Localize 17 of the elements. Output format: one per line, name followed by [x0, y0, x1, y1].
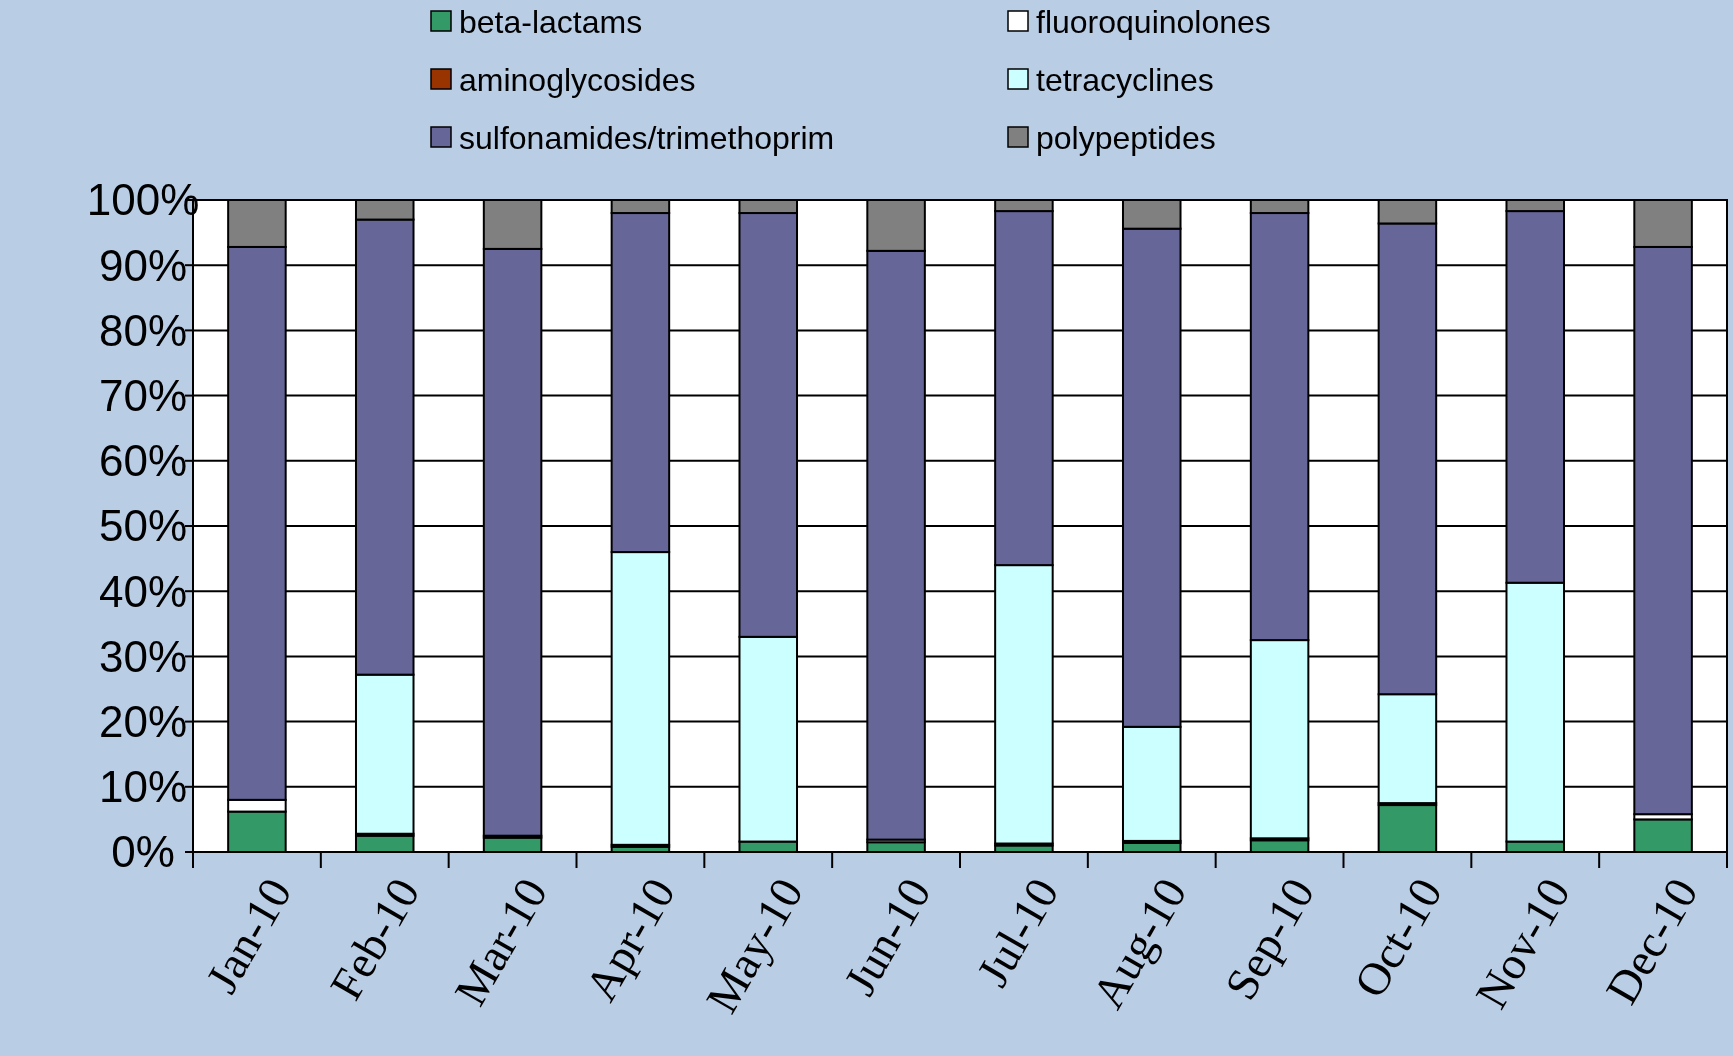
y-tick-label: 80%	[98, 305, 188, 355]
y-tick-label: 90%	[98, 240, 188, 290]
legend-label: sulfonamides/trimethoprim	[459, 120, 835, 157]
y-tick-label: 40%	[98, 566, 188, 616]
y-tick-label: 100%	[86, 175, 200, 225]
legend-label: polypeptides	[1036, 120, 1216, 157]
y-tick-label: 30%	[98, 631, 188, 681]
legend-label: fluoroquinolones	[1036, 4, 1271, 41]
legend-label: aminoglycosides	[459, 62, 696, 99]
legend-label: tetracyclines	[1036, 62, 1214, 99]
legend-label: beta-lactams	[459, 4, 643, 41]
y-tick-label: 70%	[98, 371, 188, 420]
y-tick-label: 20%	[98, 697, 188, 746]
y-tick-label: 60%	[98, 436, 188, 486]
y-tick-label: 0%	[111, 827, 175, 877]
y-tick-label: 50%	[98, 501, 188, 551]
y-tick-label: 10%	[98, 762, 188, 812]
